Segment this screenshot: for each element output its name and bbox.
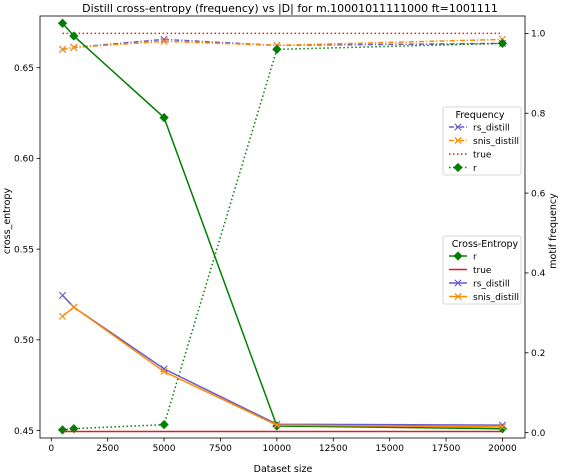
y-left-tick-label: 0.65 [14,64,34,74]
frequency-series-point-r [159,420,169,430]
x-tick-label: 5000 [153,444,176,454]
cross-entropy-series-rs-distill [58,291,507,429]
frequency-series-point-r [272,44,282,55]
y-right-tick-label: 0.6 [531,189,546,199]
cross-entropy-series-point-r [57,18,68,28]
cross-entropy-series-line-rs-distill [62,294,503,426]
frequency-legend-label-snis-distill: snis_distill [473,137,519,147]
cross-entropy-series-point-r [69,31,79,41]
cross-entropy-series-snis-distill [58,303,507,431]
x-tick-label: 17500 [432,444,461,454]
frequency-legend-marker-snis-distill [454,136,462,145]
y-axis-left-label: cross_entropy [2,188,13,255]
cross-entropy-series-line-snis-distill [62,306,503,428]
cross-entropy-series-point-snis-distill [58,312,67,320]
frequency-legend-label-true: true [473,150,492,160]
y-axis-left: 0.45 0.50 0.55 0.60 0.65 [14,64,40,437]
x-tick-label: 7500 [209,444,232,454]
frequency-series-point-r [57,425,68,435]
cross-entropy-series-point-snis-distill [160,368,168,376]
x-tick-label: 12500 [319,444,348,454]
y-right-tick-label: 0.2 [531,349,545,359]
cross-entropy-legend-marker-snis-distill [454,292,462,301]
x-tick-label: 15000 [375,444,404,454]
cross-entropy-series-point-rs-distill [58,291,67,299]
legend-cross-entropy-box [442,235,522,305]
frequency-series-r [57,38,508,435]
y-left-tick-label: 0.60 [14,155,34,165]
y-left-tick-label: 0.55 [14,245,34,255]
legend-frequency-box [442,106,522,176]
cross-entropy-series-r [57,18,508,434]
cross-entropy-series-point-snis-distill [70,303,78,311]
frequency-series-snis-distill [58,35,507,53]
y-right-tick-label: 0.4 [531,269,546,279]
plot-frame [39,15,526,439]
frequency-series-point-snis-distill [58,45,67,53]
chart-title: Distill cross-entropy (frequency) vs |D|… [82,2,498,15]
y-right-tick-label: 0.0 [531,429,546,439]
y-left-tick-label: 0.50 [14,336,34,346]
y-right-tick-label: 0.8 [531,109,546,119]
frequency-series-point-snis-distill [70,43,78,51]
plot-border [39,15,526,439]
y-axis-right: 0.0 0.2 0.4 0.6 0.8 1.0 [525,30,546,439]
frequency-series-line-r [62,42,503,431]
frequency-legend-marker-r [453,162,463,173]
cross-entropy-series-point-rs-distill [160,365,168,373]
y-left-tick-label: 0.45 [14,427,34,437]
cross-entropy-series-point-rs-distill [273,420,281,428]
frequency-legend-marker-rs-distill [454,123,462,131]
frequency-series-point-r [497,38,508,49]
cross-entropy-series-point-snis-distill [273,421,281,429]
frequency-legend-label-rs-distill: rs_distill [473,123,510,133]
x-tick-label: 2500 [96,444,119,454]
y-axis-right-label: motif frequency [548,193,559,269]
frequency-series-point-snis-distill [160,37,168,45]
cross-entropy-series-point-snis-distill [498,423,507,431]
series-layer [57,18,508,435]
cross-entropy-series-point-r [159,112,169,123]
cross-entropy-legend-label-snis-distill: snis_distill [473,293,519,303]
cross-entropy-legend-label-rs-distill: rs_distill [473,279,510,289]
x-axis-label: Dataset size [254,464,313,474]
cross-entropy-series-line-r [61,22,503,430]
x-tick-label: 10000 [263,444,292,454]
legend-frequency-title: Frequency [455,110,504,121]
x-tick-label: 20000 [488,444,517,454]
frequency-legend-label-r: r [473,164,477,174]
cross-entropy-legend-marker-r [453,251,463,261]
legend-cross-entropy-title: Cross-Entropy [452,239,519,250]
frequency-series-line-snis-distill [62,38,503,51]
y-right-tick-label: 1.0 [531,30,546,40]
legend-cross-entropy: Cross-Entropy r true rs_distill snis_distil… [442,235,522,305]
cross-entropy-legend-label-true: true [473,266,492,276]
x-axis: 0 2500 5000 7500 10000 12500 15000 17500 20000 [48,438,517,454]
x-tick-label: 0 [48,444,54,454]
cross-entropy-legend-label-r: r [473,252,477,262]
cross-entropy-legend-marker-rs-distill [454,279,462,287]
